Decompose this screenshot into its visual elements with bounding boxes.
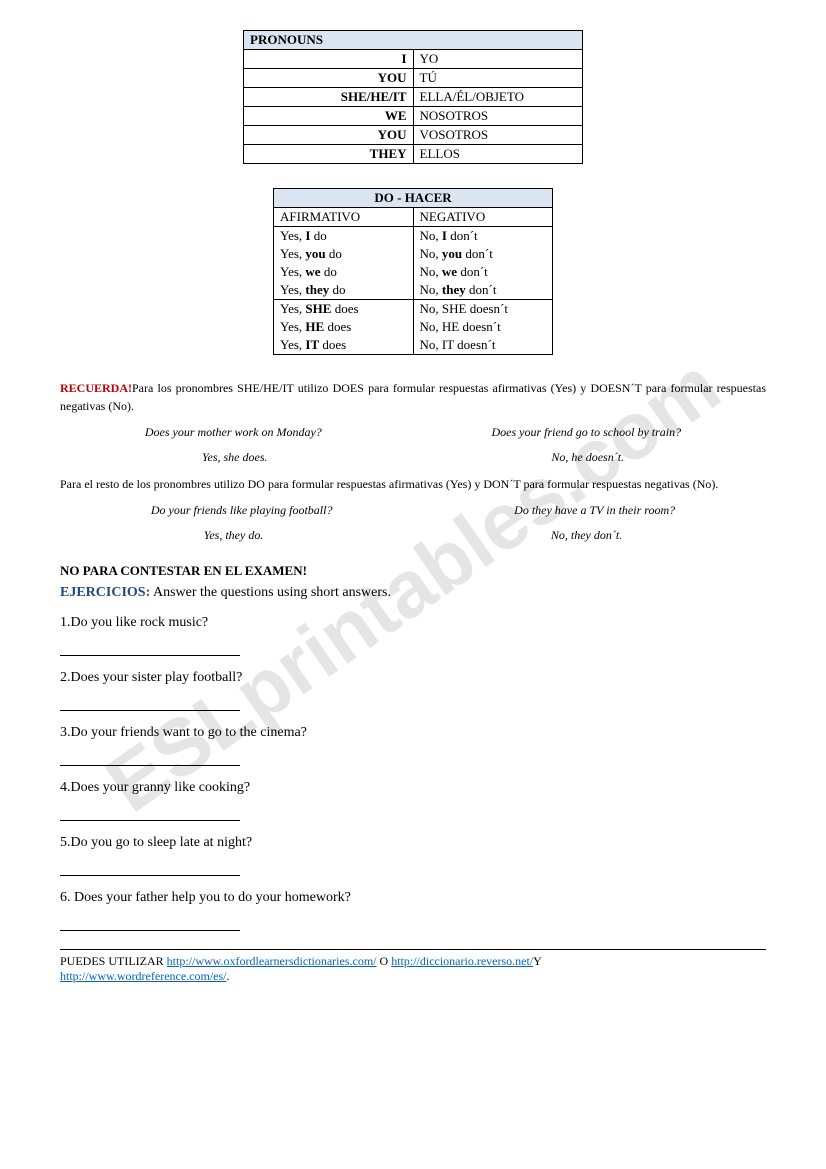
answer-line[interactable] — [60, 753, 240, 766]
recuerda-paragraph: RECUERDA!Para los pronombres SHE/HE/IT u… — [60, 379, 766, 415]
table-row: IYO — [244, 50, 583, 69]
example-a: Yes, she does. — [202, 450, 268, 465]
pronoun-es: NOSOTROS — [413, 107, 583, 126]
answer-line[interactable] — [60, 808, 240, 821]
pronoun-en: SHE/HE/IT — [244, 88, 414, 107]
question-2: 2.Does your sister play football? — [60, 670, 766, 686]
table-row: AFIRMATIVO NEGATIVO — [274, 208, 553, 227]
table-row: Yes, you do No, you don´t — [274, 245, 553, 263]
pronoun-en: WE — [244, 107, 414, 126]
pronoun-es: TÚ — [413, 69, 583, 88]
do-cell: Yes, they do — [274, 281, 414, 300]
examples-questions-1: Does your mother work on Monday? Does yo… — [60, 425, 766, 440]
do-cell: Yes, SHE does — [274, 300, 414, 319]
do-cell: No, you don´t — [413, 245, 553, 263]
recuerda-text: Para los pronombres SHE/HE/IT utilizo DO… — [60, 381, 766, 413]
pronouns-table: PRONOUNS IYO YOUTÚ SHE/HE/ITELLA/ÉL/OBJE… — [243, 30, 583, 164]
ejercicios-label: EJERCICIOS: — [60, 585, 150, 600]
example-a: Yes, they do. — [204, 528, 264, 543]
table-row: YOUTÚ — [244, 69, 583, 88]
footer-suffix: . — [227, 969, 230, 983]
table-row: Yes, we do No, we don´t — [274, 263, 553, 281]
table-row: Yes, they do No, they don´t — [274, 281, 553, 300]
pronouns-header: PRONOUNS — [244, 31, 583, 50]
examples-questions-2: Do your friends like playing football? D… — [60, 503, 766, 518]
example-a: No, he doesn´t. — [551, 450, 624, 465]
example-a: No, they don´t. — [551, 528, 622, 543]
pronoun-es: VOSOTROS — [413, 126, 583, 145]
footer-link-1[interactable]: http://www.oxfordlearnersdictionaries.co… — [167, 954, 377, 968]
footer: PUEDES UTILIZAR http://www.oxfordlearner… — [60, 949, 766, 984]
do-header: DO - HACER — [274, 189, 553, 208]
col-afirmativo: AFIRMATIVO — [274, 208, 414, 227]
do-cell: No, IT doesn´t — [413, 336, 553, 355]
answer-line[interactable] — [60, 643, 240, 656]
examples-answers-1: Yes, she does. No, he doesn´t. — [60, 450, 766, 465]
table-row: Yes, I do No, I don´t — [274, 227, 553, 246]
do-cell: No, HE doesn´t — [413, 318, 553, 336]
ejercicios-line: EJERCICIOS: Answer the questions using s… — [60, 585, 766, 601]
footer-link-2[interactable]: http://diccionario.reverso.net/ — [391, 954, 533, 968]
question-1: 1.Do you like rock music? — [60, 615, 766, 631]
col-negativo: NEGATIVO — [413, 208, 553, 227]
examples-answers-2: Yes, they do. No, they don´t. — [60, 528, 766, 543]
para-resto: Para el resto de los pronombres utilizo … — [60, 475, 766, 493]
pronoun-en: I — [244, 50, 414, 69]
do-cell: Yes, IT does — [274, 336, 414, 355]
do-cell: Yes, we do — [274, 263, 414, 281]
table-row: THEYELLOS — [244, 145, 583, 164]
example-q: Does your friend go to school by train? — [491, 425, 681, 440]
do-cell: Yes, HE does — [274, 318, 414, 336]
do-cell: Yes, you do — [274, 245, 414, 263]
footer-mid: Y — [533, 954, 542, 968]
footer-mid: O — [377, 954, 392, 968]
example-q: Do your friends like playing football? — [151, 503, 333, 518]
pronoun-es: ELLA/ÉL/OBJETO — [413, 88, 583, 107]
answer-line[interactable] — [60, 698, 240, 711]
table-row: YOUVOSOTROS — [244, 126, 583, 145]
do-cell: No, SHE doesn´t — [413, 300, 553, 319]
table-row: Yes, HE does No, HE doesn´t — [274, 318, 553, 336]
ejercicios-instruction: Answer the questions using short answers… — [153, 585, 391, 600]
footer-link-3[interactable]: http://www.wordreference.com/es/ — [60, 969, 227, 983]
question-5: 5.Do you go to sleep late at night? — [60, 835, 766, 851]
table-row: Yes, SHE does No, SHE doesn´t — [274, 300, 553, 319]
do-cell: Yes, I do — [274, 227, 414, 246]
example-q: Does your mother work on Monday? — [145, 425, 322, 440]
pronoun-es: ELLOS — [413, 145, 583, 164]
question-6: 6. Does your father help you to do your … — [60, 890, 766, 906]
page-content: PRONOUNS IYO YOUTÚ SHE/HE/ITELLA/ÉL/OBJE… — [0, 0, 826, 1004]
pronoun-en: YOU — [244, 69, 414, 88]
no-contestar-heading: NO PARA CONTESTAR EN EL EXAMEN! — [60, 563, 766, 579]
table-row: WENOSOTROS — [244, 107, 583, 126]
answer-line[interactable] — [60, 918, 240, 931]
pronoun-es: YO — [413, 50, 583, 69]
pronoun-en: YOU — [244, 126, 414, 145]
do-cell: No, I don´t — [413, 227, 553, 246]
question-4: 4.Does your granny like cooking? — [60, 780, 766, 796]
footer-prefix: PUEDES UTILIZAR — [60, 954, 167, 968]
pronoun-en: THEY — [244, 145, 414, 164]
recuerda-label: RECUERDA! — [60, 381, 132, 395]
question-3: 3.Do your friends want to go to the cine… — [60, 725, 766, 741]
answer-line[interactable] — [60, 863, 240, 876]
do-cell: No, we don´t — [413, 263, 553, 281]
do-cell: No, they don´t — [413, 281, 553, 300]
table-row: Yes, IT does No, IT doesn´t — [274, 336, 553, 355]
table-row: SHE/HE/ITELLA/ÉL/OBJETO — [244, 88, 583, 107]
example-q: Do they have a TV in their room? — [514, 503, 675, 518]
do-table: DO - HACER AFIRMATIVO NEGATIVO Yes, I do… — [273, 188, 553, 355]
